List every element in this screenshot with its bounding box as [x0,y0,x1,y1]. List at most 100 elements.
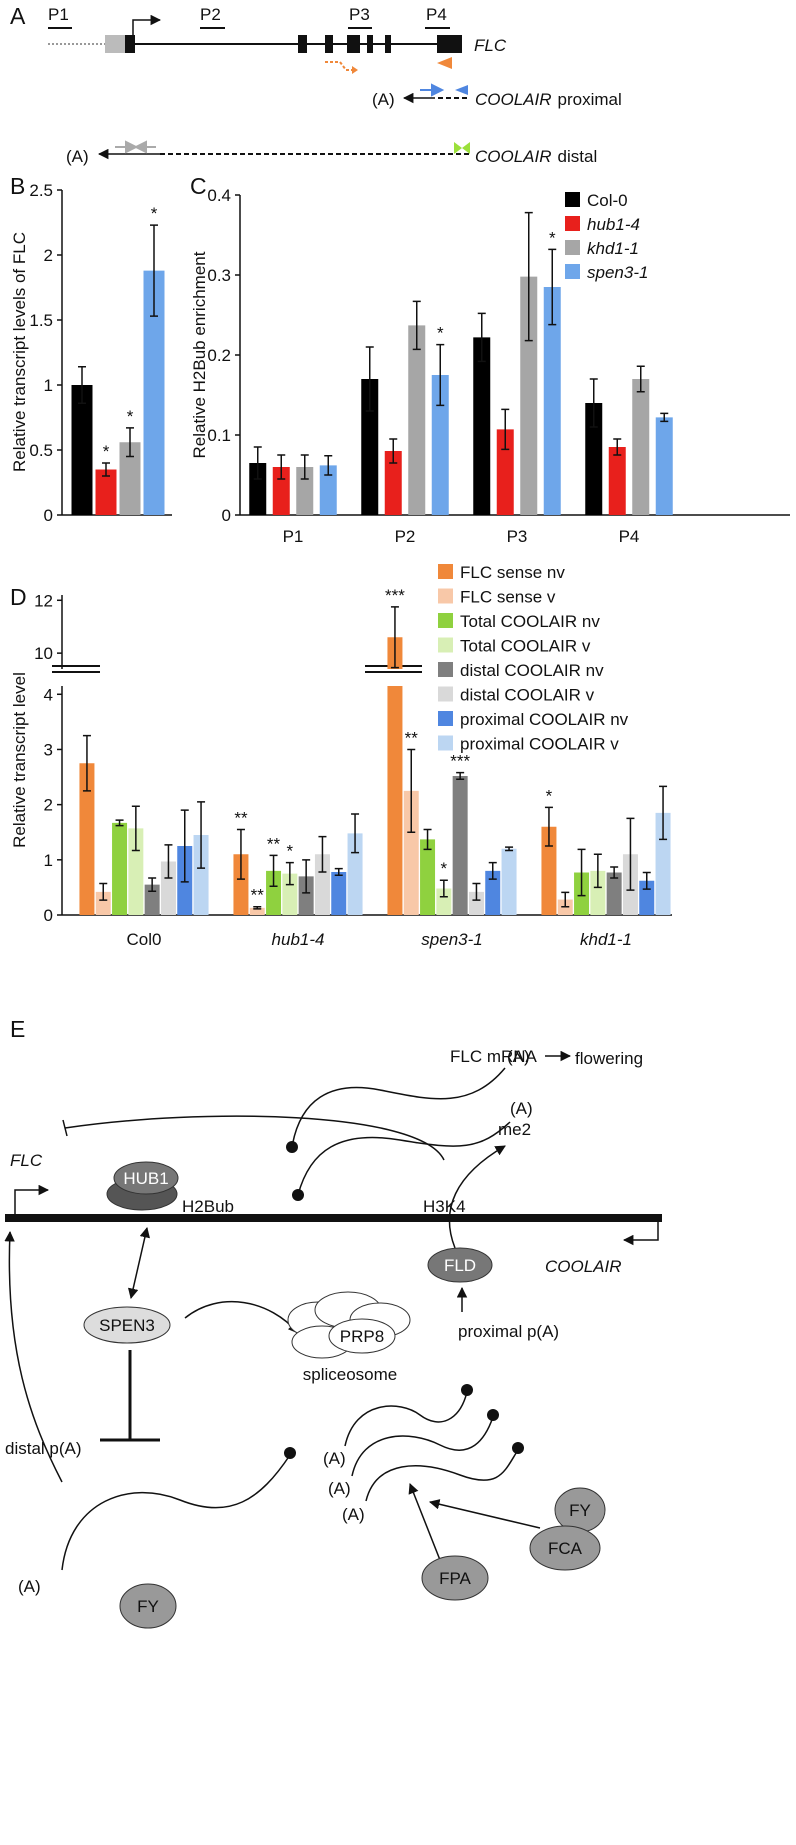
poly-a: (A) [323,1449,346,1468]
error-bar [642,871,651,890]
primer [325,61,352,71]
error-bar [610,866,619,879]
bar [112,822,128,915]
y-axis-label: Relative transcript levels of FLC [10,232,29,472]
error-bar [300,454,309,480]
prp8-label: PRP8 [340,1327,384,1346]
cap [284,1447,296,1459]
primer [133,140,156,154]
bar [501,848,517,915]
transcript [344,1391,468,1447]
hub1-label: HUB1 [123,1169,168,1188]
error-bar [456,771,465,781]
legend-swatch [438,735,453,751]
poly-a: (A) [507,1047,530,1066]
poly-a: (A) [18,1577,41,1596]
significance: * [549,228,556,247]
bar [298,876,314,915]
spliceosome-label: spliceosome [303,1365,398,1384]
break-gap [55,673,69,683]
fpa-label: FPA [439,1569,471,1588]
coolair-tss [622,1222,659,1246]
fy-label: FY [569,1501,591,1520]
mrna [297,1121,511,1196]
region-label: P2 [200,5,221,24]
y-tick-label: 1 [44,851,53,870]
primer [455,85,468,95]
mrna-label: FLC mRNA [450,1047,538,1066]
transcript-name: COOLAIR proximal [475,90,622,109]
significance: * [437,324,444,343]
error-bar [302,859,311,894]
significance: ** [234,808,248,827]
bar [485,870,501,915]
error-bar [236,828,245,880]
cap [512,1442,524,1454]
legend-label: Col-0 [587,191,628,210]
error-bar [324,455,333,476]
bar [496,429,514,515]
y-tick-label: 12 [34,591,53,610]
mark-label: H3K4 [423,1197,466,1216]
panel-e: E FLC mRNA (A) flowering (A) FLC HUB1 H2… [4,1016,662,1629]
transcript-kind: distal [558,147,598,166]
legend-swatch [438,613,453,628]
error-bar [544,806,553,847]
error-bar [390,606,399,669]
legend-label: FLC sense v [460,588,556,607]
region-label: P1 [48,5,69,24]
exon [125,35,135,53]
prp8 [328,1318,396,1354]
transcript-name: COOLAIR [475,147,552,166]
inhibition-bar [62,1119,68,1137]
legend-swatch [438,588,453,604]
bar [361,379,379,515]
y-tick-label: 0.3 [207,266,231,285]
y-tick-label: 1 [44,376,53,395]
x-tick-label: P3 [507,527,528,546]
panel-label: A [10,3,26,29]
error-bar [197,801,206,869]
error-bar [589,378,598,428]
exon [347,35,360,53]
legend-swatch [565,216,580,231]
significance: *** [450,752,470,771]
methylation-arrow [448,1145,506,1249]
bar [543,287,561,515]
exon [367,35,373,53]
poly-a: (A) [372,90,395,109]
error-bar [164,844,173,879]
x-tick-label: Col0 [127,930,162,949]
error-bar [593,853,602,889]
error-bar [102,462,110,477]
error-bar [660,412,669,423]
error-bar [126,427,134,458]
exon [385,35,391,53]
exon [437,35,462,53]
error-bar [253,905,262,910]
error-bar [524,211,533,342]
bar [71,385,93,515]
error-bar [351,813,360,854]
primer [437,57,452,69]
cap [292,1189,304,1201]
transcript [61,1454,291,1571]
legend-label: proximal COOLAIR nv [460,710,629,729]
legend-label: FLC sense nv [460,563,565,582]
bar [590,870,606,915]
significance: * [546,786,553,805]
poly-a: (A) [328,1479,351,1498]
poly-a: (A) [510,1099,533,1118]
legend-swatch [438,637,453,653]
primer [352,66,358,74]
bar [143,270,165,515]
bar [144,884,160,915]
me2: me2 [498,1120,531,1139]
error-bar [365,346,374,412]
y-tick-label: 2 [44,246,53,265]
panel-label: E [10,1016,25,1042]
inhibition [64,1115,445,1161]
tss-arrow [132,14,162,35]
error-bar [548,248,557,326]
